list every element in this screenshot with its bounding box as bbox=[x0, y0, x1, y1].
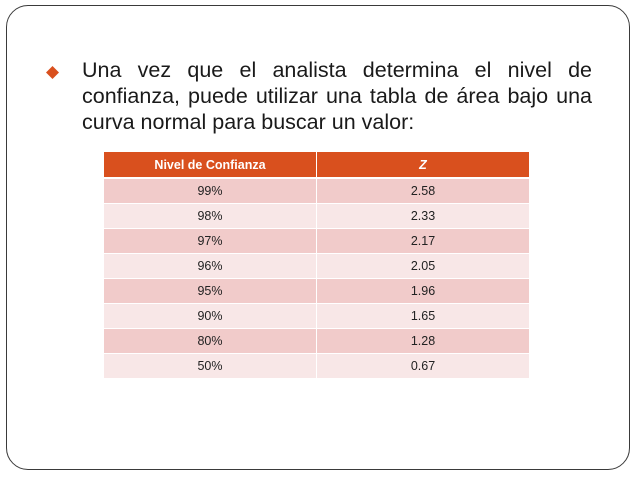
table-header-row: Nivel de Confianza Z bbox=[104, 152, 529, 179]
bullet-text: Una vez que el analista determina el niv… bbox=[82, 58, 592, 134]
confidence-cell: 50% bbox=[104, 353, 317, 379]
table-row: 80% 1.28 bbox=[104, 328, 529, 354]
z-cell: 1.96 bbox=[316, 278, 529, 304]
table-row: 90% 1.65 bbox=[104, 303, 529, 329]
table-row: 99% 2.58 bbox=[104, 178, 529, 204]
header-z: Z bbox=[316, 152, 529, 179]
diamond-bullet-icon bbox=[46, 66, 59, 79]
confidence-cell: 98% bbox=[104, 203, 317, 229]
confidence-z-table: Nivel de Confianza Z 99% 2.58 98% 2.33 9… bbox=[104, 152, 529, 379]
z-cell: 0.67 bbox=[316, 353, 529, 379]
z-cell: 1.28 bbox=[316, 328, 529, 354]
confidence-cell: 99% bbox=[104, 178, 317, 204]
table-row: 50% 0.67 bbox=[104, 353, 529, 379]
confidence-cell: 80% bbox=[104, 328, 317, 354]
table-row: 98% 2.33 bbox=[104, 203, 529, 229]
slide-frame bbox=[6, 5, 630, 470]
z-cell: 2.17 bbox=[316, 228, 529, 254]
z-cell: 2.58 bbox=[316, 178, 529, 204]
confidence-cell: 90% bbox=[104, 303, 317, 329]
table-row: 95% 1.96 bbox=[104, 278, 529, 304]
z-cell: 2.33 bbox=[316, 203, 529, 229]
header-confidence-level: Nivel de Confianza bbox=[104, 152, 317, 179]
z-cell: 2.05 bbox=[316, 253, 529, 279]
confidence-cell: 97% bbox=[104, 228, 317, 254]
confidence-cell: 96% bbox=[104, 253, 317, 279]
table-row: 97% 2.17 bbox=[104, 228, 529, 254]
confidence-cell: 95% bbox=[104, 278, 317, 304]
table-row: 96% 2.05 bbox=[104, 253, 529, 279]
z-cell: 1.65 bbox=[316, 303, 529, 329]
bullet-paragraph: Una vez que el analista determina el niv… bbox=[46, 57, 592, 135]
